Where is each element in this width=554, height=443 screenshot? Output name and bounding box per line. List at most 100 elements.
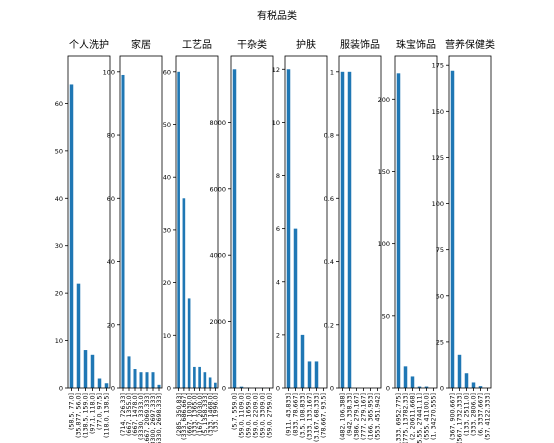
ytick-label-2-0: 0 <box>167 385 171 393</box>
xtick-label-3-2: (59.0, 1659.0] <box>246 393 253 438</box>
ytick-label-3-4: 8000 <box>209 119 226 127</box>
subplot-frame <box>448 55 492 389</box>
subplot-frame <box>338 55 382 389</box>
ytick-label-1-4: 80 <box>107 132 115 140</box>
bar-6-2 <box>410 376 415 388</box>
xtick-label-2-3: (333, 1365.0] <box>192 393 199 436</box>
bar-2-7 <box>214 382 217 388</box>
xtick-label-5-5: (553, 451.942] <box>375 393 382 440</box>
bar-4-3 <box>307 361 312 388</box>
ytick-label-0-6: 60 <box>55 100 63 108</box>
xtick-label-4-2: (3.5, 108.833] <box>300 393 307 438</box>
bar-5-1 <box>347 71 352 389</box>
xtick-label-4-0: (911, 43.833] <box>286 393 293 436</box>
subplot-title: 服装饰品 <box>340 38 380 51</box>
bar-2-1 <box>182 198 186 388</box>
bar-7-3 <box>471 382 476 388</box>
xtick-label-0-2: (138.5, 159.0] <box>83 393 90 438</box>
xtick-label-1-1: (667, 1355.0] <box>126 393 133 436</box>
xtick-label-6-5: (1, 34270.555] <box>431 393 438 440</box>
subplot-1: 家居 0 20 40 60 80 100 (714, 726.33] (667, 1355.0]… <box>103 38 164 443</box>
ytick-label-6-0: 0 <box>386 385 390 393</box>
bar-1-2 <box>133 369 137 388</box>
ytick-label-4-3: 6 <box>276 225 280 233</box>
figure-title: 有税品类 <box>257 9 297 22</box>
xtick-label-4-4: (3.167, 68.333] <box>314 393 321 442</box>
xtick-label-6-3: (5.55, 27441.11] <box>417 393 424 443</box>
xtick-label-6-2: (2, 20611.668] <box>410 393 417 440</box>
ytick-label-3-2: 4000 <box>209 252 226 260</box>
bar-7-1 <box>457 354 462 388</box>
xtick-label-4-1: (833, 78.667] <box>293 393 300 436</box>
ytick-label-7-1: 25 <box>436 338 444 346</box>
bar-0-3 <box>90 354 95 388</box>
bar-1-5 <box>151 372 155 388</box>
xtick-label-6-4: (555, 41100.0] <box>424 393 431 440</box>
ytick-label-0-1: 10 <box>55 337 63 345</box>
xtick-label-1-0: (714, 726.33] <box>120 393 127 436</box>
bar-1-3 <box>139 372 143 388</box>
xtick-label-1-4: (1440.667, 2069.333] <box>144 393 151 443</box>
xtick-label-2-1: (333, 686.667] <box>181 393 188 440</box>
ytick-label-0-4: 40 <box>55 195 63 203</box>
xtick-label-4-5: (78.667, 93.5] <box>321 393 328 438</box>
bar-4-4 <box>314 361 319 388</box>
xtick-label-5-4: (166, 365.953] <box>368 393 375 440</box>
bar-0-5 <box>104 383 109 388</box>
ytick-label-7-4: 100 <box>432 200 444 208</box>
ytick-label-3-0: 0 <box>222 385 226 393</box>
bar-0-0 <box>69 84 74 388</box>
ytick-label-5-4: 0.8 <box>324 132 334 140</box>
bar-3-0 <box>232 69 237 388</box>
xtick-label-2-2: (667, 1030.0] <box>186 393 193 436</box>
subplot-title: 护肤 <box>296 38 316 51</box>
ytick-label-7-6: 150 <box>432 108 444 116</box>
xtick-label-6-0: (5.333, 6952.775] <box>396 393 403 443</box>
xtick-label-3-0: (5.7, 559.0] <box>232 393 239 430</box>
ytick-label-7-3: 75 <box>436 246 444 254</box>
bar-2-4 <box>198 366 201 388</box>
bar-1-1 <box>127 356 131 388</box>
bar-1-4 <box>145 372 149 388</box>
ytick-label-2-6: 60 <box>163 68 171 76</box>
ytick-label-4-4: 8 <box>276 172 280 180</box>
ytick-label-6-1: 50 <box>382 312 390 320</box>
subplot-title: 个人洗护 <box>69 38 109 51</box>
bar-2-0 <box>177 71 180 389</box>
bar-3-1 <box>239 386 244 388</box>
xtick-label-7-0: (367, 900.667] <box>450 393 457 440</box>
xtick-label-0-0: (58.5, 77.0] <box>69 393 76 430</box>
ytick-label-1-0: 0 <box>111 385 115 393</box>
xtick-label-0-5: (118.0, 138.5] <box>104 393 111 438</box>
ytick-label-2-2: 20 <box>163 279 171 287</box>
bar-2-5 <box>203 372 207 388</box>
bar-7-2 <box>464 373 469 388</box>
ytick-label-1-3: 60 <box>107 195 115 203</box>
xtick-label-3-1: (59.0, 1109.0] <box>239 393 246 438</box>
xtick-label-5-1: (942, 338.33] <box>347 393 354 436</box>
xtick-label-5-3: (777, 279.167] <box>361 393 368 440</box>
ytick-label-2-3: 30 <box>163 226 171 234</box>
ytick-label-7-7: 175 <box>432 62 444 70</box>
ytick-label-1-2: 40 <box>107 258 115 266</box>
subplot-0: 个人洗护 0 10 20 30 40 50 60 (58.5, 77.0] (35.877, 56… <box>55 38 111 438</box>
ytick-label-1-5: 100 <box>103 68 115 76</box>
bar-6-3 <box>417 386 422 388</box>
bar-6-0 <box>396 73 401 388</box>
ytick-label-7-0: 0 <box>440 385 444 393</box>
bar-5-0 <box>340 71 345 389</box>
ytick-label-1-1: 20 <box>107 321 115 329</box>
bar-4-1 <box>293 228 298 388</box>
subplot-5: 服装饰品 0 0.2 0.4 0.6 0.8 1 (482, 106.388] (942, 33… <box>324 38 382 440</box>
xtick-label-0-4: (77.0, 97.5] <box>97 393 104 430</box>
ytick-label-4-0: 0 <box>276 385 280 393</box>
ytick-label-4-1: 2 <box>276 331 280 339</box>
xtick-label-5-0: (482, 106.388] <box>340 393 347 440</box>
subplot-frame <box>394 55 438 389</box>
ytick-label-2-4: 40 <box>163 174 171 182</box>
bar-1-0 <box>121 74 125 388</box>
xtick-label-3-3: (59.0, 2209.0] <box>253 393 260 438</box>
ytick-label-0-2: 20 <box>55 290 63 298</box>
xtick-label-2-5: (5, 1358.333] <box>202 393 209 436</box>
